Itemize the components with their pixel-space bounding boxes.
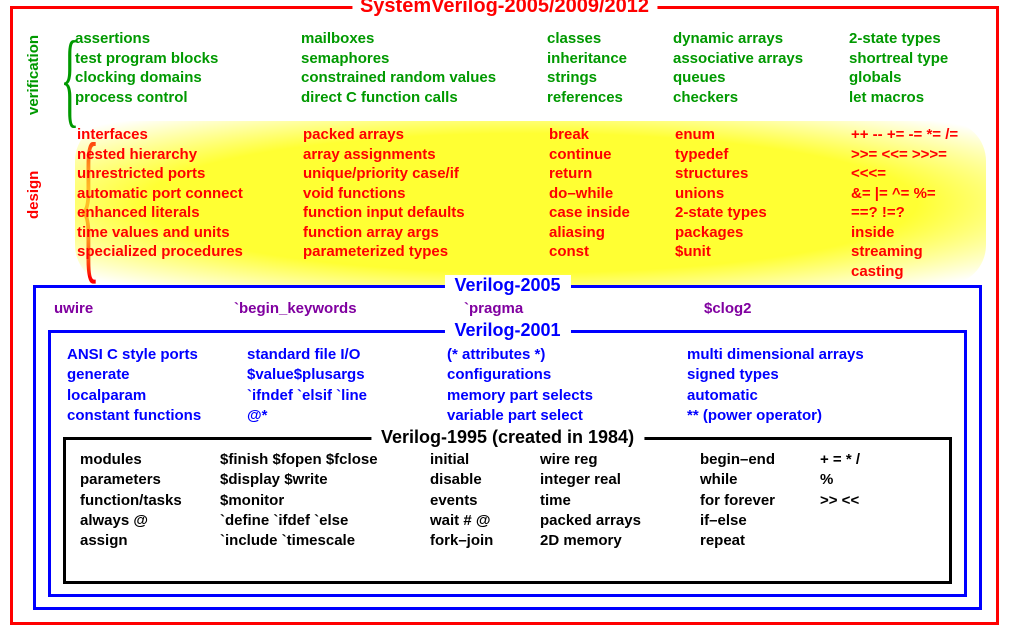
- verilog-2005-box: Verilog-2005 uwire `begin_keywords `prag…: [33, 285, 982, 610]
- verilog-2001-box: Verilog-2001 ANSI C style ports generate…: [48, 330, 967, 597]
- v2001-col2: standard file I/O $value$plusargs `ifnde…: [247, 345, 447, 426]
- v1995-col6: + = * / % >> <<: [820, 450, 935, 551]
- title-verilog-2005: Verilog-2005: [444, 275, 570, 296]
- v1995-col3: initial disable events wait # @ fork–joi…: [430, 450, 540, 551]
- v2005-col2: `begin_keywords: [234, 300, 464, 317]
- v2005-col3: `pragma: [464, 300, 704, 317]
- design-col5: ++ -- += -= *= /= >>= <<= >>>= <<<= &= |…: [851, 125, 984, 281]
- verif-col1: assertions test program blocks clocking …: [75, 29, 295, 107]
- design-col3: break continue return do–while case insi…: [549, 125, 669, 281]
- verification-features: assertions test program blocks clocking …: [75, 29, 986, 107]
- systemverilog-box: SystemVerilog-2005/2009/2012 verificatio…: [10, 6, 999, 625]
- title-systemverilog: SystemVerilog-2005/2009/2012: [352, 0, 657, 18]
- label-design: design: [25, 127, 42, 262]
- verilog-1995-box: Verilog-1995 (created in 1984) modules p…: [63, 437, 952, 584]
- v2001-col3: (* attributes *) configurations memory p…: [447, 345, 687, 426]
- verif-col5: 2-state types shortreal type globals let…: [849, 29, 986, 107]
- v1995-col5: begin–end while for forever if–else repe…: [700, 450, 820, 551]
- verif-col4: dynamic arrays associative arrays queues…: [673, 29, 843, 107]
- v1995-col1: modules parameters function/tasks always…: [80, 450, 220, 551]
- v2005-col1: uwire: [54, 300, 234, 317]
- design-features: interfaces nested hierarchy unrestricted…: [75, 121, 986, 285]
- v1995-col4: wire reg integer real time packed arrays…: [540, 450, 700, 551]
- design-col2: packed arrays array assignments unique/p…: [303, 125, 543, 281]
- design-col1: interfaces nested hierarchy unrestricted…: [77, 125, 297, 281]
- title-verilog-2001: Verilog-2001: [444, 320, 570, 341]
- v1995-features: modules parameters function/tasks always…: [80, 450, 935, 551]
- verif-col2: mailboxes semaphores constrained random …: [301, 29, 541, 107]
- v2001-features: ANSI C style ports generate localparam c…: [67, 345, 948, 426]
- label-verification: verification: [25, 37, 42, 115]
- v2005-features: uwire `begin_keywords `pragma $clog2: [54, 300, 961, 317]
- design-col4: enum typedef structures unions 2-state t…: [675, 125, 845, 281]
- title-verilog-1995: Verilog-1995 (created in 1984): [371, 427, 644, 448]
- v1995-col2: $finish $fopen $fclose $display $write $…: [220, 450, 430, 551]
- v2001-col1: ANSI C style ports generate localparam c…: [67, 345, 247, 426]
- verif-col3: classes inheritance strings references: [547, 29, 667, 107]
- v2001-col4: multi dimensional arrays signed types au…: [687, 345, 948, 426]
- v2005-col4: $clog2: [704, 300, 961, 317]
